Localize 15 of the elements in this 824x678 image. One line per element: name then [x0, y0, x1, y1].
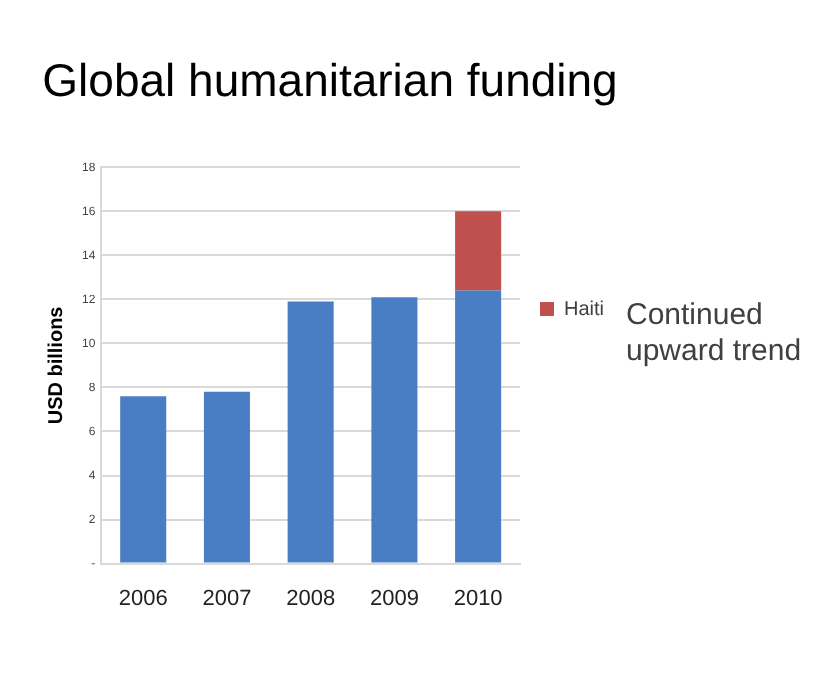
x-tick-label: 2010 [453, 586, 503, 611]
bar [371, 297, 418, 563]
bar [455, 211, 502, 291]
bar [287, 301, 334, 563]
bar [203, 391, 250, 563]
x-tick-label: 2006 [118, 586, 168, 611]
x-tick-label: 2007 [202, 586, 252, 611]
y-axis-title: USD billions [45, 305, 68, 425]
legend-label: Haiti [563, 298, 605, 321]
x-tick-label: 2008 [286, 586, 336, 611]
x-tick-label: 2009 [369, 586, 419, 611]
bar [120, 396, 167, 563]
bar [455, 290, 502, 563]
text: Continued upward trend [626, 298, 802, 368]
chart-title: Global humanitarian funding [42, 54, 618, 107]
